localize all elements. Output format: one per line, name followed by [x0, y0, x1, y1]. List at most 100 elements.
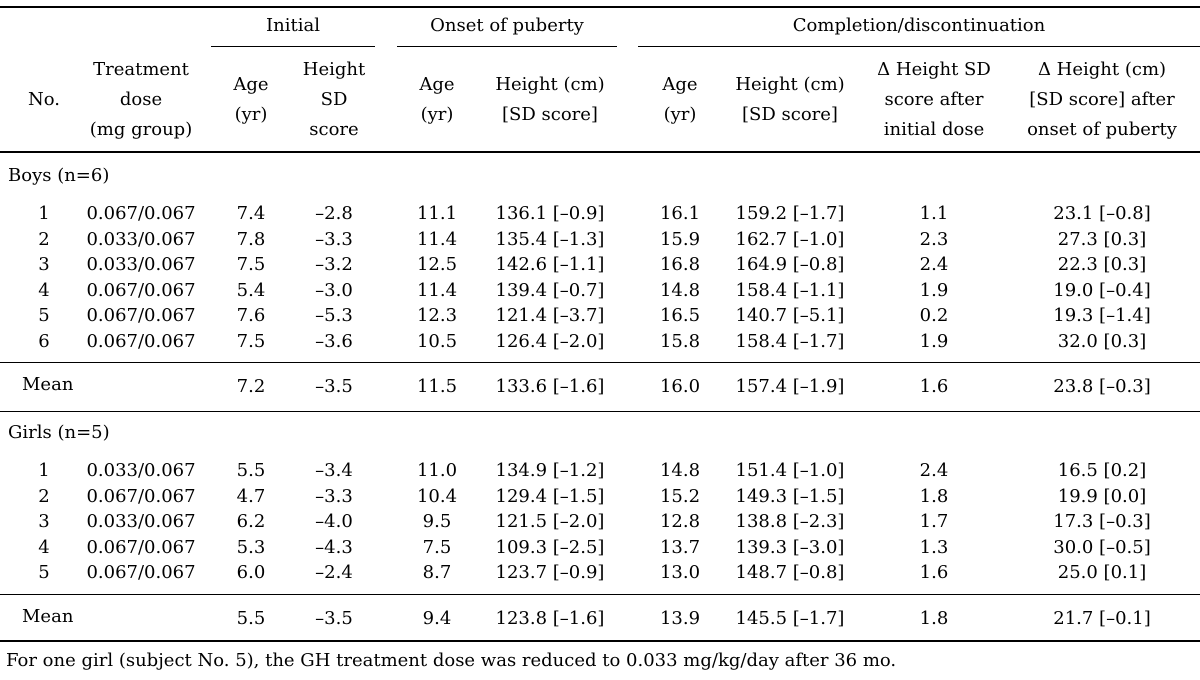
table-cell: 0.033/0.067 — [86, 254, 196, 275]
table-cell: 12.3 — [416, 305, 458, 326]
mean-label: Mean — [22, 606, 74, 627]
table-cell: 7.4 — [236, 203, 266, 224]
table-cell: 1.3 — [919, 536, 949, 558]
table-cell: 0.033/0.067 — [86, 460, 196, 481]
table-cell: 15.8 — [659, 330, 701, 352]
table-cell: 158.4 [–1.7] — [735, 330, 845, 352]
table-cell: 136.1 [–0.9] — [495, 203, 605, 224]
group-header-initial: Initial — [266, 15, 320, 36]
column-header-delta-sd: score after — [884, 89, 984, 110]
table-cell: 23.1 [–0.8] — [1053, 203, 1151, 224]
table-cell: 4 — [38, 536, 50, 558]
onset-group-rule — [397, 46, 617, 47]
mean-label: Mean — [22, 374, 74, 395]
table-cell: 16.5 [0.2] — [1057, 460, 1147, 481]
table-cell: 1.8 — [919, 485, 949, 507]
table-cell: –4.0 — [315, 511, 353, 532]
table-cell: –2.8 — [315, 203, 353, 224]
table-cell: 123.7 [–0.9] — [495, 562, 605, 583]
column-header-delta-sd: Δ Height SD — [877, 59, 991, 80]
table-cell: 5.3 — [236, 536, 266, 558]
table-cell: 8.7 — [422, 562, 452, 583]
table-cell: 159.2 [–1.7] — [735, 203, 845, 224]
table-cell: 13.7 — [659, 536, 701, 558]
mean-cell: 123.8 [–1.6] — [495, 608, 605, 629]
table-cell: 1.9 — [919, 279, 949, 301]
table-cell: –3.3 — [315, 228, 353, 250]
table-cell: 158.4 [–1.1] — [735, 279, 845, 301]
table-cell: –3.3 — [315, 485, 353, 507]
table-cell: 14.8 — [659, 279, 701, 301]
table-cell: 0.067/0.067 — [86, 203, 196, 224]
table-cell: 2.4 — [919, 254, 949, 275]
boys-mean-rule — [0, 362, 1200, 363]
table-cell: 12.8 — [659, 511, 701, 532]
section-label: Girls (n=5) — [8, 422, 110, 443]
table-cell: 142.6 [–1.1] — [495, 254, 605, 275]
mean-cell: 9.4 — [422, 608, 452, 629]
mean-cell: 1.8 — [919, 608, 949, 629]
table-cell: 7.5 — [236, 330, 266, 352]
table-cell: 0.067/0.067 — [86, 305, 196, 326]
table-cell: 3 — [38, 511, 50, 532]
table-cell: 5.4 — [236, 279, 266, 301]
mean-cell: –3.5 — [315, 608, 353, 629]
mean-cell: 133.6 [–1.6] — [495, 376, 605, 397]
table-cell: –3.0 — [315, 279, 353, 301]
mean-cell: 145.5 [–1.7] — [735, 608, 845, 629]
column-header-onset-age: Age — [419, 74, 455, 95]
column-header-no: No. — [28, 89, 60, 110]
table-cell: 22.3 [0.3] — [1057, 254, 1147, 275]
footnote: For one girl (subject No. 5), the GH tre… — [6, 650, 897, 671]
table-cell: 121.5 [–2.0] — [495, 511, 605, 532]
table-cell: 139.3 [–3.0] — [735, 536, 845, 558]
table-cell: 1.9 — [919, 330, 949, 352]
table-cell: 164.9 [–0.8] — [735, 254, 845, 275]
table-cell: 0.067/0.067 — [86, 485, 196, 507]
table-cell: 11.4 — [416, 279, 458, 301]
mean-cell: 13.9 — [659, 608, 701, 629]
table-cell: 10.5 — [416, 330, 458, 352]
group-header-onset: Onset of puberty — [430, 15, 584, 36]
column-header-delta-sd: initial dose — [883, 119, 985, 140]
table-cell: 0.2 — [919, 305, 949, 326]
column-header-init-age: Age — [233, 74, 269, 95]
mean-cell: 1.6 — [919, 376, 949, 397]
table-cell: 25.0 [0.1] — [1057, 562, 1147, 583]
table-cell: 16.8 — [659, 254, 701, 275]
header-bottom-rule — [0, 151, 1200, 153]
column-header-delta-cm: Δ Height (cm) — [1037, 59, 1167, 80]
table-cell: 1 — [38, 460, 50, 481]
table-cell: 139.4 [–0.7] — [495, 279, 605, 301]
table-cell: 126.4 [–2.0] — [495, 330, 605, 352]
table-cell: 4 — [38, 279, 50, 301]
table-cell: 19.9 [0.0] — [1057, 485, 1147, 507]
top-rule — [0, 6, 1200, 8]
table-cell: 32.0 [0.3] — [1057, 330, 1147, 352]
column-header-dose: dose — [119, 89, 163, 110]
column-header-init-sd: Height — [302, 59, 366, 80]
table-cell: –5.3 — [315, 305, 353, 326]
table-cell: 6.0 — [236, 562, 266, 583]
mean-cell: 16.0 — [659, 376, 701, 397]
column-header-delta-cm: onset of puberty — [1027, 119, 1177, 140]
table-cell: 7.6 — [236, 305, 266, 326]
mean-cell: 157.4 [–1.9] — [735, 376, 845, 397]
table-cell: 17.3 [–0.3] — [1053, 511, 1151, 532]
mean-cell: 7.2 — [236, 376, 266, 397]
girls-mean-rule — [0, 594, 1200, 595]
column-header-onset-height: [SD score] — [502, 104, 598, 125]
table-cell: 0.033/0.067 — [86, 511, 196, 532]
table-cell: 12.5 — [416, 254, 458, 275]
table-cell: 0.067/0.067 — [86, 562, 196, 583]
group-header-completion: Completion/discontinuation — [792, 15, 1046, 36]
table-cell: 5 — [38, 305, 50, 326]
table-cell: 1.7 — [919, 511, 949, 532]
table-cell: 1 — [38, 203, 50, 224]
table-cell: 10.4 — [416, 485, 458, 507]
table-cell: 1.6 — [919, 562, 949, 583]
table-cell: 5 — [38, 562, 50, 583]
column-header-init-sd: SD — [320, 89, 348, 110]
table-cell: 6.2 — [236, 511, 266, 532]
table-cell: 7.8 — [236, 228, 266, 250]
